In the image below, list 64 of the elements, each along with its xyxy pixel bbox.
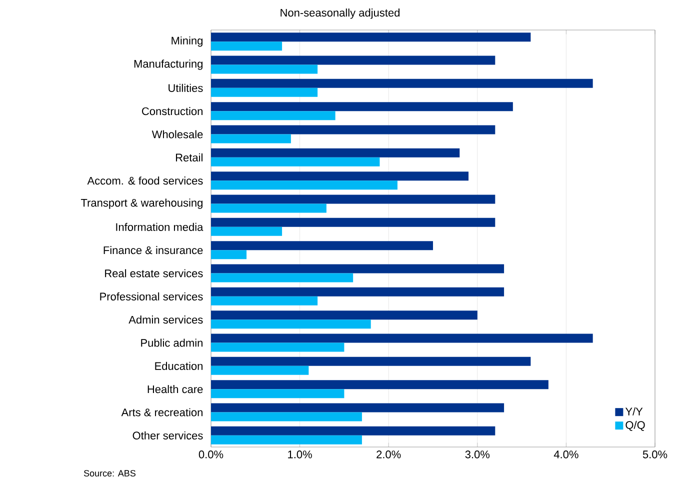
- bar: [211, 194, 496, 204]
- bar: [211, 426, 496, 436]
- y-tick-label: Professional services: [100, 292, 203, 300]
- bar: [211, 111, 336, 120]
- y-tick-label: Education: [155, 362, 202, 370]
- y-tick-label: Transport & warehousing: [80, 198, 202, 209]
- y-tick-label: Manufacturing: [134, 60, 202, 70]
- bar: [211, 403, 504, 412]
- y-tick-label: Health care: [148, 385, 203, 394]
- y-tick-label: Construction: [142, 107, 202, 116]
- y-tick-label: Other services: [132, 431, 203, 440]
- bar: [211, 310, 478, 320]
- bar: [211, 356, 531, 366]
- bar: [211, 64, 318, 74]
- bar: [211, 42, 282, 51]
- bar: [211, 172, 469, 181]
- bar: [211, 180, 398, 190]
- x-tick-label: 0.0%: [198, 450, 224, 458]
- bar: [211, 241, 433, 250]
- bar: [211, 342, 344, 352]
- x-tick-label: 4.0%: [554, 450, 578, 458]
- legend-label: Y/Y: [625, 407, 643, 416]
- y-tick-label: Real estate services: [105, 269, 203, 278]
- bar: [211, 334, 593, 343]
- bar: [211, 125, 496, 134]
- bar: [211, 273, 354, 282]
- y-tick-label: Mining: [172, 36, 202, 47]
- bar: [211, 264, 504, 274]
- y-tick-label: Admin services: [128, 316, 203, 324]
- chart-subtitle: Non-seasonally adjusted: [280, 8, 400, 19]
- y-tick-label: Arts & recreation: [121, 408, 202, 416]
- bar: [211, 435, 362, 444]
- bar: [211, 226, 282, 236]
- bar: [211, 366, 309, 375]
- bar: [211, 412, 362, 422]
- bar: [211, 148, 460, 158]
- x-tick-label: 2.0%: [376, 450, 401, 458]
- source-note: Source: ABS: [84, 470, 136, 476]
- bar: [211, 389, 344, 398]
- bar: [211, 218, 496, 227]
- x-tick-label: 1.0%: [288, 450, 312, 458]
- y-tick-label: Wholesale: [152, 130, 203, 138]
- bar: [211, 296, 318, 306]
- bar: [211, 78, 593, 88]
- bar: [211, 56, 496, 65]
- bar: [211, 380, 548, 390]
- y-tick-label: Information media: [116, 222, 204, 231]
- bar: [211, 88, 318, 97]
- bar: [211, 157, 380, 166]
- y-tick-label: Finance & insurance: [104, 246, 203, 254]
- bar: [211, 32, 531, 42]
- bar: [211, 102, 513, 112]
- y-tick-label: Accom. & food services: [87, 176, 203, 185]
- bar: [211, 204, 326, 213]
- x-tick-label: 3.0%: [465, 450, 490, 458]
- y-tick-label: Retail: [176, 153, 202, 162]
- y-tick-label: Utilities: [168, 84, 203, 92]
- y-tick-label: Public admin: [141, 338, 202, 347]
- x-tick-label: 5.0%: [642, 450, 668, 458]
- bar: [211, 134, 291, 144]
- bar: [211, 250, 247, 260]
- bar: [211, 287, 504, 296]
- legend-label: Q/Q: [626, 420, 645, 431]
- bar: [211, 320, 371, 329]
